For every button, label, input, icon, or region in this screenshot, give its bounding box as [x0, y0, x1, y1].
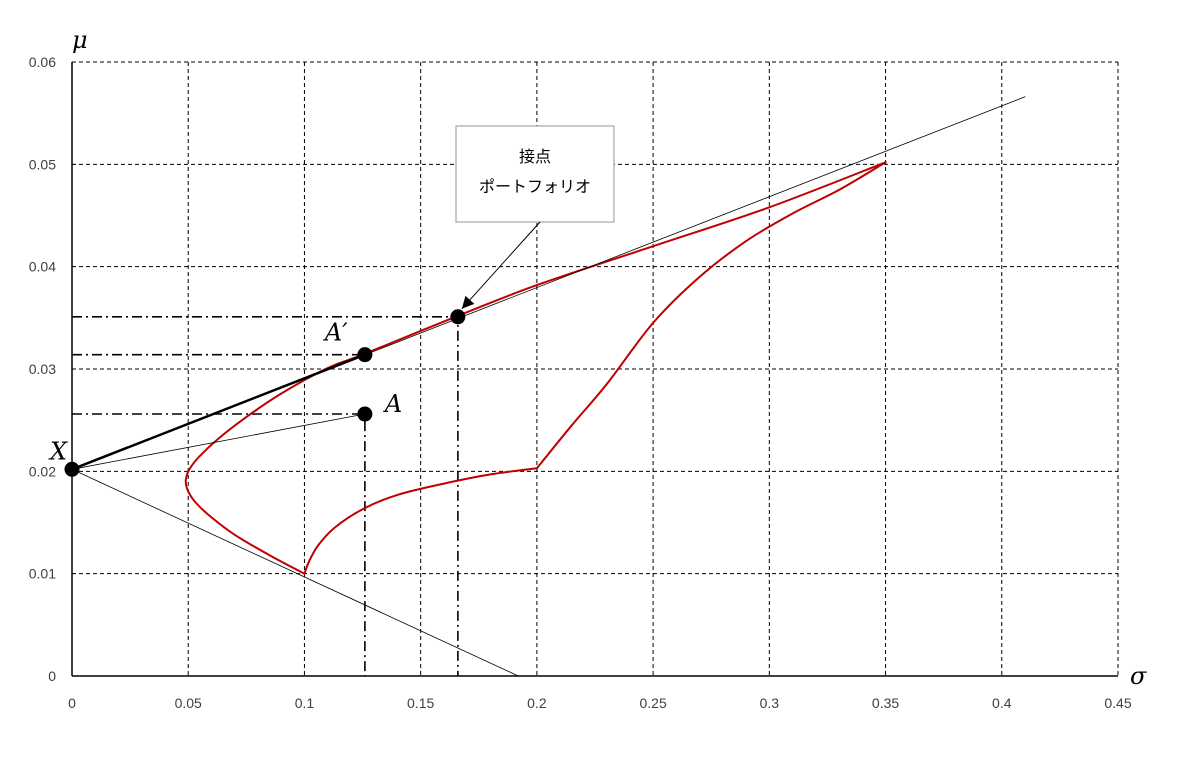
y-tick-label-5: 0.05 — [29, 156, 56, 172]
callout-arrow-line — [461, 221, 541, 310]
point-tangent — [450, 309, 466, 325]
point-X — [64, 461, 80, 477]
x-tick-label-4: 0.2 — [527, 695, 547, 711]
x-tick-label-5: 0.25 — [639, 695, 666, 711]
series-curve-0 — [184, 161, 887, 575]
series-line-5 — [71, 413, 366, 470]
y-tick-label-6: 0.06 — [29, 54, 56, 70]
point-label-A-prime: A′ — [323, 319, 348, 347]
callout-text-0: 接点 — [519, 147, 551, 166]
callout-box — [455, 125, 615, 223]
y-tick-label-1: 0.01 — [29, 566, 56, 582]
guide-line-0 — [72, 413, 366, 676]
x-tick-label-6: 0.3 — [760, 695, 780, 711]
series-curve-2 — [535, 161, 887, 470]
point-A-prime — [357, 347, 373, 363]
x-axis-symbol: σ — [1130, 662, 1147, 690]
point-label-X: X — [48, 437, 68, 465]
x-tick-label-7: 0.35 — [872, 695, 899, 711]
series-line-4 — [71, 468, 519, 677]
axes — [71, 62, 1118, 677]
x-tick-label-0: 0 — [68, 695, 76, 711]
callout-text-1: ポートフォリオ — [479, 177, 591, 196]
x-tick-label-9: 0.45 — [1104, 695, 1131, 711]
data-points: X A A′ — [48, 309, 466, 477]
grid — [72, 61, 1119, 676]
y-tick-label-2: 0.02 — [29, 463, 56, 479]
x-tick-label-1: 0.05 — [175, 695, 202, 711]
point-label-A: A — [383, 390, 402, 418]
x-tick-label-8: 0.4 — [992, 695, 1012, 711]
x-tick-label-2: 0.1 — [295, 695, 315, 711]
y-tick-label-4: 0.04 — [29, 259, 56, 275]
y-tick-label-3: 0.03 — [29, 361, 56, 377]
y-tick-label-0: 0 — [48, 668, 56, 684]
series-curve-1 — [303, 467, 538, 575]
y-axis-symbol: μ — [72, 26, 88, 54]
callout-arrow-head — [461, 295, 475, 309]
point-A — [357, 406, 373, 422]
series-line-6 — [70, 353, 367, 471]
series — [70, 96, 1026, 677]
tick-labels: 0 0.05 0.1 0.15 0.2 0.25 0.3 0.35 0.4 0.45 0 0.01 0.… — [29, 26, 1147, 711]
x-tick-label-3: 0.15 — [407, 695, 434, 711]
